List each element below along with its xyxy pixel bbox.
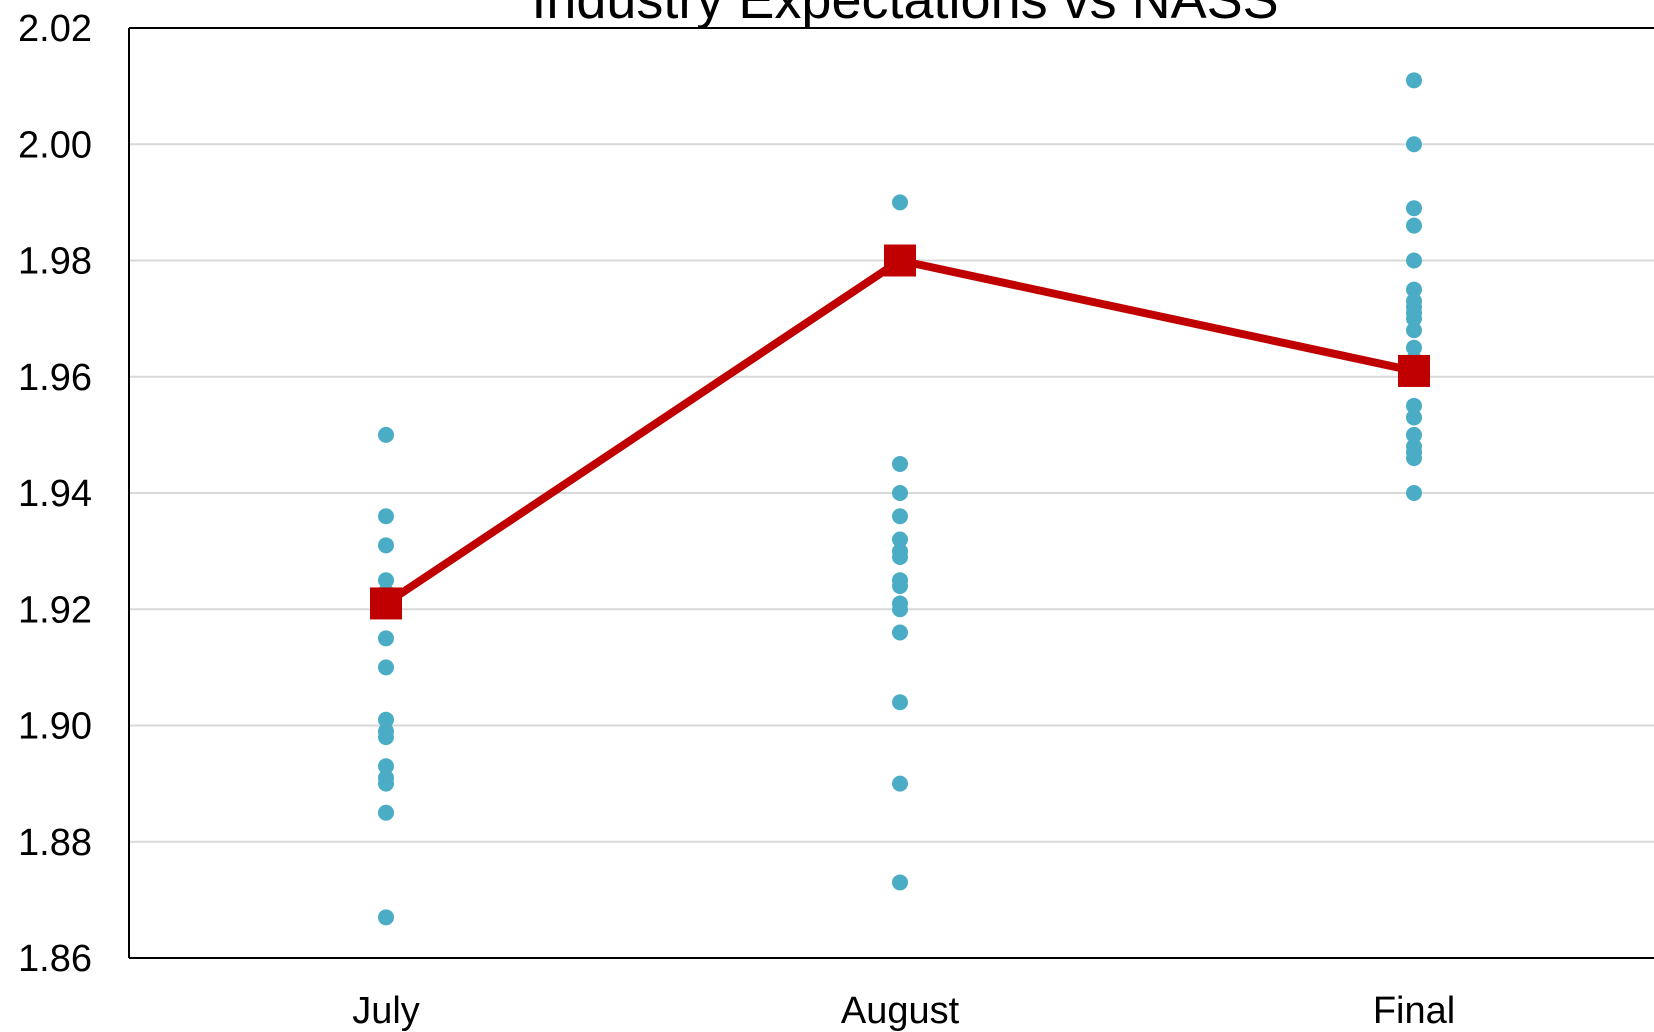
y-tick-label: 1.90 <box>18 706 92 748</box>
scatter-point <box>1406 450 1422 467</box>
scatter-point <box>892 508 908 525</box>
nass-point-marker <box>884 244 916 277</box>
x-tick-label: August <box>841 990 960 1032</box>
scatter-point <box>892 775 908 792</box>
scatter-point <box>892 601 908 618</box>
scatter-point <box>378 758 394 775</box>
y-tick-label: 1.98 <box>18 241 92 283</box>
scatter-point <box>378 659 394 676</box>
y-tick-label: 1.86 <box>18 938 92 980</box>
scatter-point <box>892 531 908 548</box>
scatter-point <box>1406 252 1422 269</box>
tick-labels: 1.86 1.88 1.90 1.92 1.94 1.96 1.98 2.00 2.02 July… <box>18 8 1455 1032</box>
scatter-point <box>892 578 908 594</box>
scatter-point <box>1406 409 1422 426</box>
scatter-point <box>892 874 908 891</box>
y-tick-label: 1.88 <box>18 822 92 864</box>
scatter-point <box>1406 426 1422 443</box>
scatter-point <box>378 508 394 525</box>
x-tick-label: Final <box>1373 990 1455 1032</box>
scatter-point <box>378 426 394 443</box>
y-tick-label: 2.02 <box>18 8 92 50</box>
scatter-point <box>1406 281 1422 298</box>
scatter-point <box>892 694 908 711</box>
axes <box>128 27 1654 959</box>
y-tick-label: 2.00 <box>18 124 92 166</box>
x-tick-label: July <box>352 990 420 1032</box>
nass-markers <box>370 244 1430 620</box>
scatter-point <box>1406 322 1422 339</box>
scatter-point <box>378 572 394 589</box>
y-tick-label: 1.92 <box>18 589 92 631</box>
scatter-point <box>378 537 394 554</box>
scatter-point <box>892 548 908 565</box>
nass-point-marker <box>1398 354 1430 387</box>
scatter-point <box>1406 200 1422 217</box>
nass-point-marker <box>370 587 402 620</box>
y-tick-label: 1.96 <box>18 357 92 399</box>
scatter-point <box>1406 310 1422 327</box>
scatter-point <box>1406 72 1422 89</box>
industry-scatter-series <box>378 72 1422 926</box>
y-tick-label: 1.94 <box>18 473 92 515</box>
scatter-point <box>892 194 908 211</box>
scatter-point <box>892 624 908 641</box>
scatter-point <box>892 485 908 501</box>
scatter-point <box>378 729 394 746</box>
scatter-point <box>1406 339 1422 356</box>
scatter-point <box>1406 217 1422 234</box>
scatter-point <box>892 455 908 472</box>
scatter-point <box>1406 485 1422 501</box>
scatter-point <box>378 804 394 821</box>
chart-title: Industry Expectations vs NASS <box>531 0 1278 30</box>
scatter-point <box>1406 136 1422 153</box>
scatter-point <box>378 711 394 728</box>
scatter-point <box>1406 397 1422 414</box>
scatter-point <box>378 630 394 647</box>
scatter-point <box>378 775 394 792</box>
scatter-point <box>378 909 394 926</box>
